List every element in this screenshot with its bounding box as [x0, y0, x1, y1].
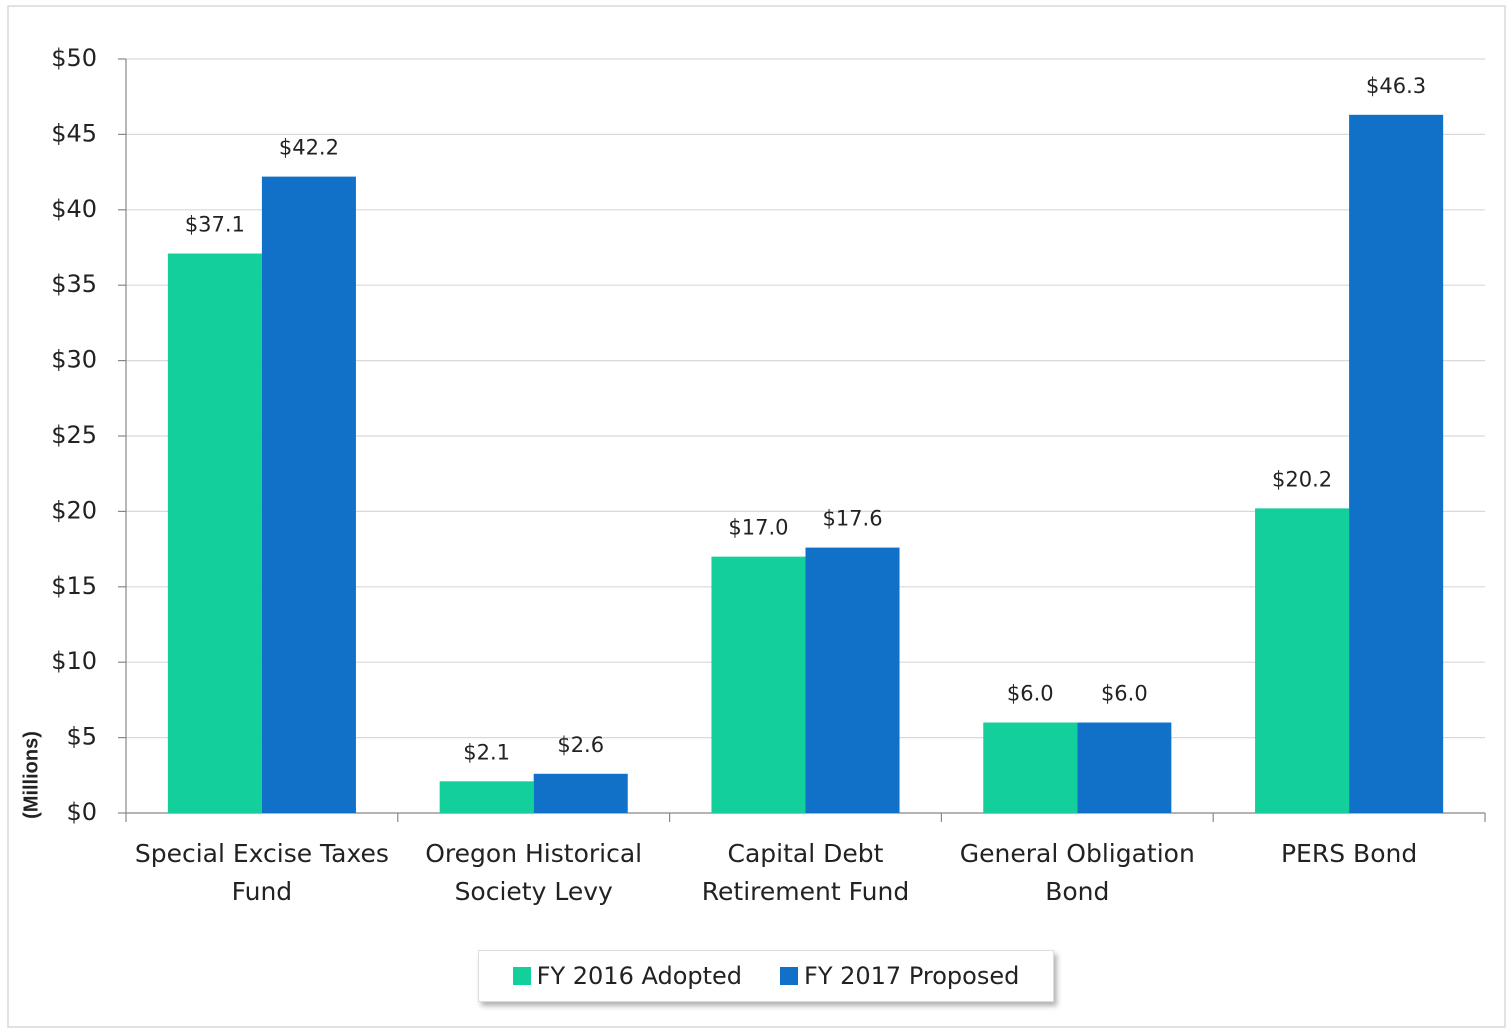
x-tick-label: Oregon Historical Society Levy — [425, 839, 643, 906]
bar — [1255, 508, 1350, 813]
data-label: $6.0 — [1101, 682, 1148, 706]
y-tick-label: $10 — [51, 647, 97, 675]
bar — [711, 556, 806, 813]
y-tick-label: $15 — [51, 572, 97, 600]
legend-item: FY 2017 Proposed — [780, 962, 1019, 990]
x-tick-label: PERS Bond — [1280, 839, 1418, 868]
y-tick-label: $0 — [66, 798, 97, 826]
bar — [1077, 722, 1172, 813]
data-label: $46.3 — [1366, 74, 1426, 98]
data-label: $17.6 — [822, 507, 882, 531]
legend-item: FY 2016 Adopted — [512, 962, 743, 990]
bar — [1349, 114, 1444, 813]
data-label: $37.1 — [185, 213, 245, 237]
bar — [439, 781, 534, 813]
legend-swatch — [780, 967, 799, 985]
y-tick-label: $40 — [51, 195, 97, 223]
legend-swatch — [512, 967, 531, 985]
y-tick-label: $35 — [51, 270, 97, 298]
y-tick-label: $25 — [51, 421, 97, 449]
bar — [167, 253, 262, 814]
bar — [261, 176, 356, 813]
y-tick-label: $50 — [51, 44, 97, 72]
legend-label: FY 2017 Proposed — [804, 962, 1020, 990]
chart-border — [7, 5, 1506, 1028]
legend-label: FY 2016 Adopted — [536, 962, 743, 990]
y-axis-label: (Millions) — [20, 731, 42, 819]
x-tick-label: Capital Debt Retirement Fund — [701, 839, 910, 906]
data-label: $2.6 — [557, 733, 604, 757]
data-label: $42.2 — [279, 136, 339, 160]
x-tick-label: Special Excise Taxes Fund — [134, 839, 389, 906]
legend: FY 2016 Adopted FY 2017 Proposed — [478, 950, 1054, 1002]
data-label: $2.1 — [463, 740, 510, 764]
y-tick-label: $30 — [51, 346, 97, 374]
data-label: $6.0 — [1007, 682, 1054, 706]
x-tick-label: General Obligation Bond — [959, 839, 1195, 906]
y-tick-label: $20 — [51, 496, 97, 524]
data-label: $20.2 — [1272, 467, 1332, 491]
y-tick-label: $5 — [66, 723, 97, 751]
bar — [533, 773, 628, 813]
y-tick-label: $45 — [51, 119, 97, 147]
data-label: $17.0 — [728, 516, 788, 540]
bar — [983, 722, 1078, 813]
bar — [805, 547, 900, 813]
